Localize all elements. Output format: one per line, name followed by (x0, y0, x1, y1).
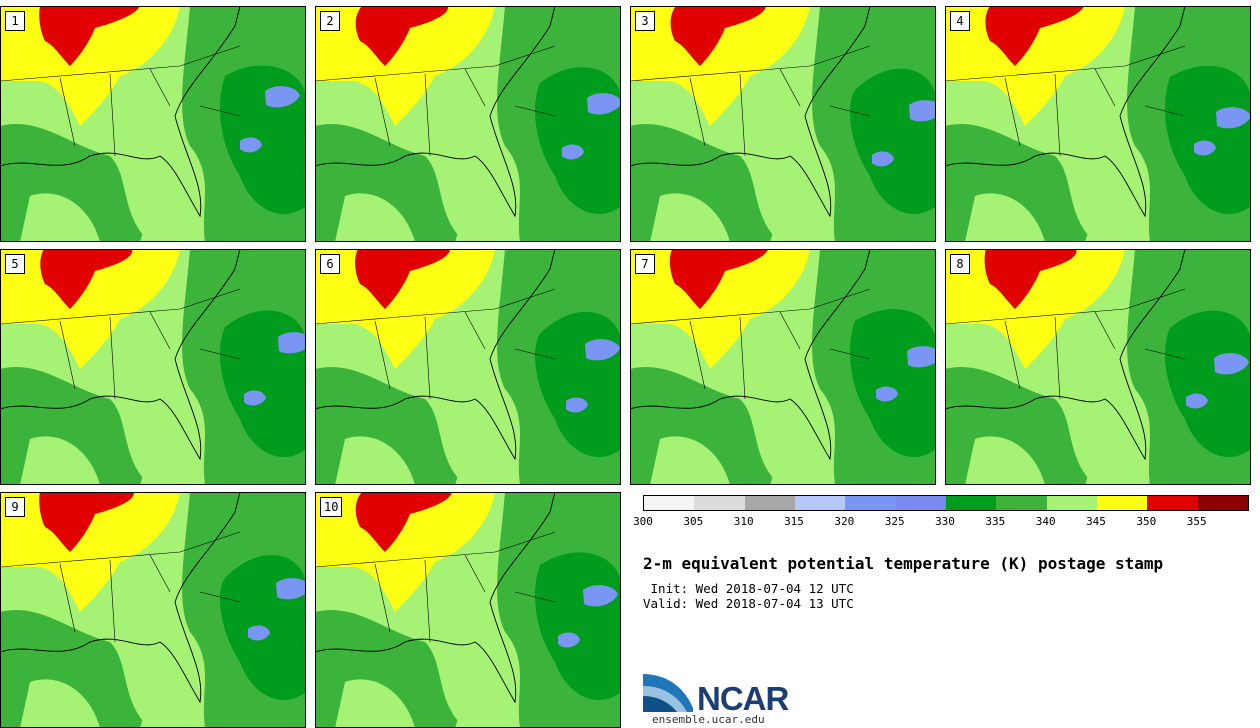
colorbar-segment (694, 496, 745, 510)
colorbar-segment (744, 496, 795, 510)
member-number: 10 (320, 497, 343, 517)
colorbar-segment (794, 496, 846, 510)
ensemble-member-panel: 10 (315, 492, 621, 728)
logo-url: ensemble.ucar.edu (652, 713, 765, 726)
member-number: 2 (320, 11, 340, 31)
ncar-logo-icon (643, 674, 693, 712)
colorbar-segment (1147, 496, 1198, 510)
colorbar-segment (845, 496, 896, 510)
ensemble-member-panel: 7 (630, 249, 936, 485)
colorbar-labels: 300 305 310 315 320 325 330 335 340 345 350 355 (633, 515, 1260, 529)
member-number: 5 (5, 254, 25, 274)
ensemble-member-panel: 8 (945, 249, 1251, 485)
valid-time: Valid: Wed 2018-07-04 13 UTC (643, 596, 854, 611)
colorbar-tick-label: 355 (1186, 515, 1207, 528)
colorbar-tick-label: 325 (884, 515, 905, 528)
map-field (945, 249, 1251, 485)
colorbar-segment (996, 496, 1047, 510)
member-number: 3 (635, 11, 655, 31)
colorbar-tick-label: 300 (633, 515, 653, 528)
colorbar-tick-label: 305 (683, 515, 704, 528)
map-field (315, 492, 621, 728)
map-field (630, 249, 936, 485)
ensemble-member-panel: 6 (315, 249, 621, 485)
colorbar-segment (1096, 496, 1148, 510)
member-number: 1 (5, 11, 25, 31)
colorbar-segment (1197, 496, 1248, 510)
colorbar-segment (895, 496, 946, 510)
map-field (0, 6, 306, 242)
member-number: 9 (5, 497, 25, 517)
colorbar (643, 495, 1249, 511)
ensemble-member-panel: 4 (945, 6, 1251, 242)
map-field (315, 6, 621, 242)
colorbar-tick-label: 320 (834, 515, 855, 528)
colorbar-tick-label: 345 (1086, 515, 1106, 528)
ensemble-member-panel: 9 (0, 492, 306, 728)
ensemble-member-panel: 2 (315, 6, 621, 242)
map-field (0, 492, 306, 728)
colorbar-segment (1046, 496, 1097, 510)
colorbar-tick-label: 310 (733, 515, 754, 528)
colorbar-tick-label: 335 (985, 515, 1006, 528)
colorbar-segment (945, 496, 997, 510)
ensemble-member-panel: 1 (0, 6, 306, 242)
colorbar-tick-label: 315 (784, 515, 804, 528)
colorbar-tick-label: 340 (1035, 515, 1056, 528)
member-number: 8 (950, 254, 970, 274)
map-title: 2-m equivalent potential temperature (K)… (643, 554, 1164, 573)
ensemble-member-panel: 5 (0, 249, 306, 485)
map-field (630, 6, 936, 242)
colorbar-tick-label: 350 (1136, 515, 1157, 528)
colorbar-segment (644, 496, 695, 510)
init-time: Init: Wed 2018-07-04 12 UTC (643, 581, 854, 596)
map-field (315, 249, 621, 485)
colorbar-tick-label: 330 (935, 515, 955, 528)
map-field (945, 6, 1251, 242)
map-field (0, 249, 306, 485)
member-number: 6 (320, 254, 340, 274)
logo-text: NCAR (697, 680, 789, 717)
member-number: 7 (635, 254, 655, 274)
member-number: 4 (950, 11, 970, 31)
ensemble-member-panel: 3 (630, 6, 936, 242)
